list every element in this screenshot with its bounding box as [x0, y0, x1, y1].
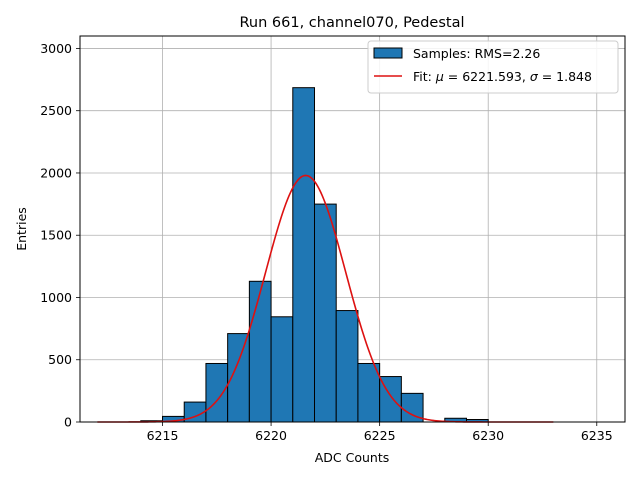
histogram-bar — [314, 203, 337, 423]
y-tick-label: 3000 — [40, 41, 72, 56]
y-axis-label: Entries — [14, 207, 29, 251]
y-axis-ticks: 0 500 1000 1500 2000 2500 3000 — [40, 41, 80, 430]
legend-samples-label: Samples: RMS=2.26 — [413, 46, 540, 61]
chart-title: Run 661, channel070, Pedestal — [239, 15, 464, 31]
x-tick-label: 6215 — [147, 428, 179, 443]
y-tick-label: 500 — [48, 352, 72, 367]
legend-fit-sigma-symbol: σ — [530, 69, 539, 84]
y-tick-label: 0 — [64, 415, 72, 430]
histogram-bar — [270, 316, 294, 423]
x-tick-label: 6235 — [581, 428, 613, 443]
x-axis-label: ADC Counts — [315, 450, 390, 465]
y-tick-label: 1500 — [40, 228, 72, 243]
legend-bar-swatch — [373, 47, 403, 59]
y-tick-label: 1000 — [40, 290, 72, 305]
histogram-bar — [292, 87, 316, 423]
legend-fit-label: Fit: μ = 6221.593, σ = 1.848 — [413, 69, 592, 84]
legend-fit-mu-symbol: μ — [435, 69, 444, 84]
grid-lines — [80, 36, 625, 423]
histogram-bar — [248, 280, 272, 423]
histogram-bar — [357, 362, 381, 423]
x-tick-label: 6225 — [364, 428, 396, 443]
legend-fit-prefix: Fit: — [413, 69, 436, 84]
plot-frame — [79, 35, 626, 423]
y-tick-label: 2500 — [40, 103, 72, 118]
y-tick-label: 2000 — [40, 165, 72, 180]
legend-fit-sigma-value: = 1.848 — [538, 69, 592, 84]
x-tick-label: 6220 — [255, 428, 287, 443]
x-tick-label: 6230 — [472, 428, 504, 443]
histogram-bar — [335, 310, 359, 423]
legend: Samples: RMS=2.26 Fit: μ = 6221.593, σ =… — [367, 40, 619, 94]
legend-box — [367, 40, 619, 94]
legend-fit-mu-value: = 6221.593, — [444, 69, 530, 84]
histogram-bar — [205, 362, 229, 423]
x-axis-ticks: 6215 6220 6225 6230 6235 — [147, 422, 613, 443]
